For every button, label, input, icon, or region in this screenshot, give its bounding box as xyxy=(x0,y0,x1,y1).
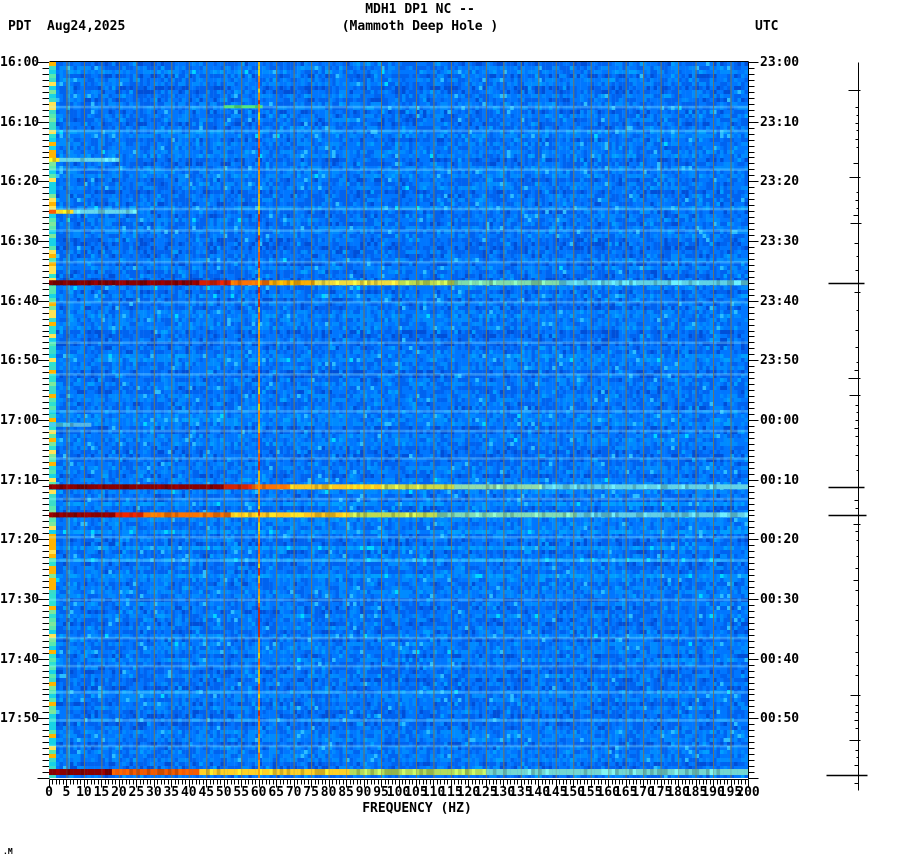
left-time-label: 17:40 xyxy=(0,651,40,667)
right-time-label: 00:40 xyxy=(760,651,800,667)
frequency-tick-label: 35 xyxy=(163,785,180,800)
left-time-label: 16:30 xyxy=(0,234,40,249)
right-time-label: 23:30 xyxy=(760,234,800,249)
frequency-tick-label: 70 xyxy=(285,785,302,800)
frequency-tick-label: 45 xyxy=(198,785,215,800)
frequency-tick-label: 190 xyxy=(701,785,725,800)
frequency-tick-label: 185 xyxy=(683,785,708,800)
left-time-label: 16:10 xyxy=(0,114,40,130)
frequency-tick-label: 90 xyxy=(355,785,372,800)
left-time-label: 17:00 xyxy=(0,413,40,428)
frequency-tick-label: 175 xyxy=(648,785,673,800)
left-time-label: 17:50 xyxy=(0,711,40,727)
left-time-label: 16:20 xyxy=(0,174,40,190)
right-time-label: 00:20 xyxy=(760,532,800,548)
frequency-tick-label: 95 xyxy=(373,785,389,800)
right-time-label: 23:20 xyxy=(760,174,800,190)
frequency-tick-label: 105 xyxy=(404,785,428,800)
frequency-tick-label: 125 xyxy=(474,785,498,800)
right-time-label: 23:10 xyxy=(760,114,800,130)
spectrogram-canvas xyxy=(49,62,748,778)
right-time-label: 00:30 xyxy=(760,592,800,607)
frequency-tick-label: 155 xyxy=(578,785,603,800)
frequency-tick-label: 30 xyxy=(146,785,162,800)
frequency-tick-label: 170 xyxy=(631,785,655,800)
frequency-tick-label: 120 xyxy=(456,785,481,800)
frequency-axis-title: FREQUENCY (HZ) xyxy=(362,801,472,816)
frequency-tick-label: 110 xyxy=(421,785,446,800)
frequency-tick-label: 65 xyxy=(268,785,284,800)
frequency-tick-label: 115 xyxy=(439,785,463,800)
frequency-tick-label: 140 xyxy=(526,785,551,800)
right-time-label: 23:50 xyxy=(760,353,800,369)
frequency-tick-label: 160 xyxy=(596,785,620,800)
left-time-label: 16:50 xyxy=(0,353,40,369)
frequency-tick-label: 150 xyxy=(561,785,585,800)
right-time-label: 23:00 xyxy=(760,55,800,70)
left-time-label: 16:40 xyxy=(0,293,40,309)
frequency-tick-label: 0 xyxy=(45,785,53,800)
frequency-tick-label: 135 xyxy=(509,785,533,800)
frequency-tick-label: 165 xyxy=(613,785,638,800)
left-time-label: 17:10 xyxy=(0,472,40,488)
frequency-tick-label: 55 xyxy=(233,785,250,800)
frequency-tick-label: 10 xyxy=(76,785,92,800)
frequency-tick-label: 200 xyxy=(736,785,760,800)
frequency-tick-label: 50 xyxy=(215,785,232,800)
corner-logo: .M xyxy=(3,847,13,856)
frequency-tick-label: 85 xyxy=(338,785,354,800)
frequency-tick-label: 180 xyxy=(666,785,690,800)
right-time-label: 00:10 xyxy=(760,472,800,488)
left-time-label: 17:30 xyxy=(0,592,40,607)
frequency-tick-label: 25 xyxy=(128,785,145,800)
right-time-label: 00:50 xyxy=(760,711,800,727)
frequency-tick-label: 40 xyxy=(180,785,197,800)
right-time-label: 23:40 xyxy=(760,293,800,309)
left-time-label: 17:20 xyxy=(0,532,40,548)
frequency-tick-label: 145 xyxy=(544,785,568,800)
frequency-tick-label: 5 xyxy=(62,785,71,800)
frequency-tick-label: 80 xyxy=(320,785,337,800)
frequency-tick-label: 195 xyxy=(718,785,743,800)
frequency-tick-label: 60 xyxy=(250,785,267,800)
frequency-tick-label: 15 xyxy=(93,785,110,800)
frequency-tick-label: 130 xyxy=(491,785,516,800)
frequency-tick-label: 75 xyxy=(303,785,319,800)
frequency-tick-label: 20 xyxy=(111,785,127,800)
right-time-label: 00:00 xyxy=(760,413,800,428)
left-time-label: 16:00 xyxy=(0,55,40,70)
frequency-tick-label: 100 xyxy=(386,785,411,800)
